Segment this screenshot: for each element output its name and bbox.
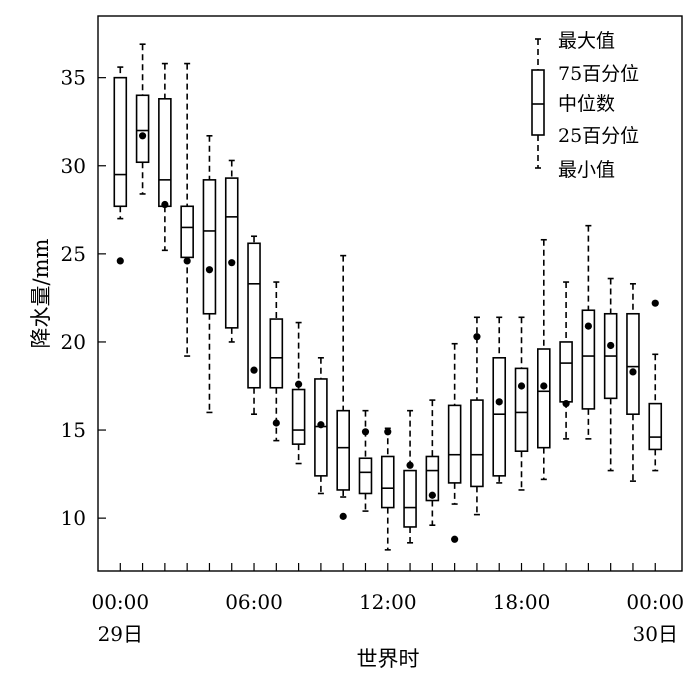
data-point bbox=[428, 491, 436, 499]
y-tick-label: 30 bbox=[61, 154, 86, 178]
box bbox=[648, 402, 663, 451]
box bbox=[447, 404, 462, 484]
y-tick-label: 20 bbox=[61, 330, 86, 354]
data-point bbox=[183, 257, 191, 265]
legend-label: 最大值 bbox=[558, 30, 615, 52]
data-point bbox=[205, 266, 214, 274]
data-point bbox=[272, 419, 280, 427]
box bbox=[158, 98, 172, 208]
box bbox=[291, 388, 306, 445]
box bbox=[470, 399, 484, 488]
x-tick-label: 00:00 bbox=[626, 590, 684, 614]
box bbox=[336, 409, 350, 491]
data-point bbox=[161, 200, 169, 209]
data-point bbox=[406, 461, 414, 469]
box bbox=[113, 76, 128, 208]
box bbox=[380, 455, 395, 509]
box bbox=[135, 94, 150, 164]
x-axis-title: 世界时 bbox=[357, 647, 420, 671]
legend-box bbox=[531, 69, 545, 136]
data-point bbox=[495, 398, 503, 406]
legend-label: 中位数 bbox=[558, 93, 615, 115]
box bbox=[224, 177, 239, 329]
box bbox=[247, 242, 261, 389]
box bbox=[559, 341, 573, 403]
data-point bbox=[138, 132, 147, 140]
data-point bbox=[517, 382, 526, 390]
box bbox=[202, 179, 217, 315]
data-point bbox=[295, 380, 303, 388]
box bbox=[358, 457, 373, 495]
x-tick-label: 12:00 bbox=[359, 590, 417, 614]
data-point bbox=[562, 400, 570, 408]
data-point bbox=[384, 428, 392, 436]
x-tick-label: 06:00 bbox=[225, 590, 283, 614]
box bbox=[492, 357, 507, 477]
data-point bbox=[629, 368, 637, 376]
box bbox=[537, 348, 551, 449]
x-tick-label: 00:00 bbox=[91, 590, 149, 614]
y-tick-label: 15 bbox=[61, 418, 86, 442]
y-tick-label: 10 bbox=[61, 506, 86, 530]
y-tick-label: 25 bbox=[61, 242, 86, 266]
data-point bbox=[651, 299, 659, 307]
data-point bbox=[540, 382, 548, 390]
box bbox=[403, 469, 417, 528]
data-point bbox=[607, 341, 615, 350]
box bbox=[269, 318, 284, 389]
y-tick-label: 35 bbox=[61, 66, 86, 90]
box bbox=[425, 455, 440, 502]
x-tick-label: 18:00 bbox=[493, 590, 551, 614]
x-tick-sublabel: 30日 bbox=[633, 622, 678, 646]
y-axis-title: 降水量/mm bbox=[29, 238, 53, 348]
data-point bbox=[361, 428, 370, 436]
box bbox=[180, 205, 194, 259]
data-point bbox=[339, 512, 347, 520]
plot-frame bbox=[97, 15, 683, 572]
box bbox=[514, 367, 529, 452]
legend-label: 25百分位 bbox=[558, 125, 639, 147]
data-point bbox=[228, 259, 236, 267]
box bbox=[626, 312, 640, 415]
box bbox=[581, 309, 596, 410]
x-tick-sublabel: 29日 bbox=[98, 622, 143, 646]
data-point bbox=[584, 322, 592, 330]
data-point bbox=[250, 366, 258, 374]
data-point bbox=[317, 421, 325, 429]
legend-label: 75百分位 bbox=[558, 63, 639, 85]
data-point bbox=[473, 333, 481, 341]
legend-label: 最小值 bbox=[558, 159, 615, 181]
data-point bbox=[116, 257, 124, 265]
data-point bbox=[451, 535, 459, 543]
